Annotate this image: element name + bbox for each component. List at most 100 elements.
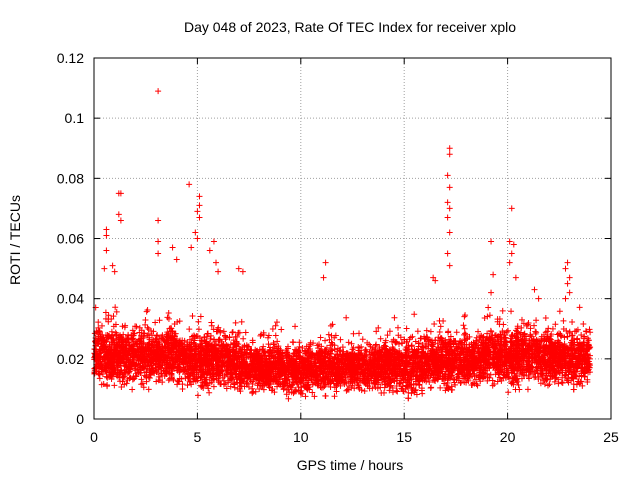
data-point (460, 322, 467, 329)
data-point (380, 389, 387, 396)
data-point (150, 346, 157, 353)
data-point (96, 371, 103, 378)
data-point (166, 357, 173, 364)
data-point (107, 369, 114, 376)
data-point (97, 335, 104, 342)
data-point (278, 326, 285, 333)
data-point (154, 369, 161, 376)
data-point (142, 361, 149, 368)
y-tick-label: 0.1 (65, 110, 85, 126)
data-point (122, 322, 129, 329)
data-point (129, 354, 136, 361)
data-point (111, 382, 118, 389)
data-point (359, 336, 366, 343)
data-point (114, 363, 121, 370)
data-point (143, 308, 150, 315)
data-point (322, 337, 329, 344)
data-point (152, 351, 159, 358)
data-point (125, 339, 132, 346)
data-point (112, 321, 119, 328)
data-point (327, 322, 334, 329)
data-point (116, 374, 123, 381)
data-point (97, 331, 104, 338)
data-point (229, 329, 236, 336)
data-point (437, 384, 444, 391)
data-point (124, 369, 131, 376)
data-point (122, 347, 129, 354)
data-point (122, 336, 129, 343)
data-point (273, 319, 280, 326)
data-point (125, 331, 132, 338)
data-point (445, 328, 452, 335)
data-point (103, 352, 110, 359)
data-point (105, 349, 112, 356)
data-point (195, 326, 202, 333)
data-point (195, 318, 202, 325)
data-point (128, 336, 135, 343)
data-point (150, 337, 157, 344)
y-tick-label: 0.04 (57, 291, 84, 307)
data-point (272, 332, 279, 339)
data-point (165, 315, 172, 322)
data-point (240, 335, 247, 342)
data-point (101, 356, 108, 363)
data-point (156, 359, 163, 366)
data-point (125, 347, 132, 354)
data-point (118, 352, 125, 359)
data-point (132, 338, 139, 345)
data-point (436, 329, 443, 336)
data-point (130, 346, 137, 353)
data-point (220, 328, 227, 335)
data-point (96, 375, 103, 382)
data-point (169, 375, 176, 382)
x-tick-label: 10 (293, 429, 309, 445)
data-point (119, 373, 126, 380)
data-point (161, 359, 168, 366)
data-point (453, 329, 460, 336)
data-point (95, 319, 102, 326)
data-point (136, 336, 143, 343)
data-point (142, 317, 149, 324)
data-point (343, 314, 350, 321)
data-point (153, 332, 160, 339)
data-point (150, 368, 157, 375)
data-point (103, 365, 110, 372)
data-point (154, 332, 161, 339)
data-point (168, 365, 175, 372)
data-point (361, 388, 368, 395)
data-point (325, 331, 332, 338)
data-point (98, 322, 105, 329)
data-point (329, 321, 336, 328)
data-point (100, 381, 107, 388)
data-point (113, 308, 120, 315)
data-point (140, 365, 147, 372)
data-point (229, 329, 236, 336)
data-point (138, 364, 145, 371)
data-point (431, 321, 438, 328)
data-point (147, 363, 154, 370)
data-point (146, 372, 153, 379)
data-point (99, 364, 106, 371)
data-point (120, 358, 127, 365)
data-point (94, 350, 101, 357)
data-point (136, 329, 143, 336)
data-point (112, 304, 119, 311)
data-point (149, 332, 156, 339)
data-point (138, 369, 145, 376)
data-point (423, 327, 430, 334)
data-point (108, 376, 115, 383)
data-point (208, 319, 215, 326)
data-point (129, 376, 136, 383)
data-point (144, 307, 151, 314)
data-point (135, 356, 142, 363)
data-point (159, 332, 166, 339)
data-point (197, 313, 204, 320)
data-point (138, 345, 145, 352)
data-point (109, 331, 116, 338)
data-point (95, 324, 102, 331)
data-point (269, 326, 276, 333)
data-point (146, 342, 153, 349)
data-point (152, 358, 159, 365)
data-point (156, 317, 163, 324)
